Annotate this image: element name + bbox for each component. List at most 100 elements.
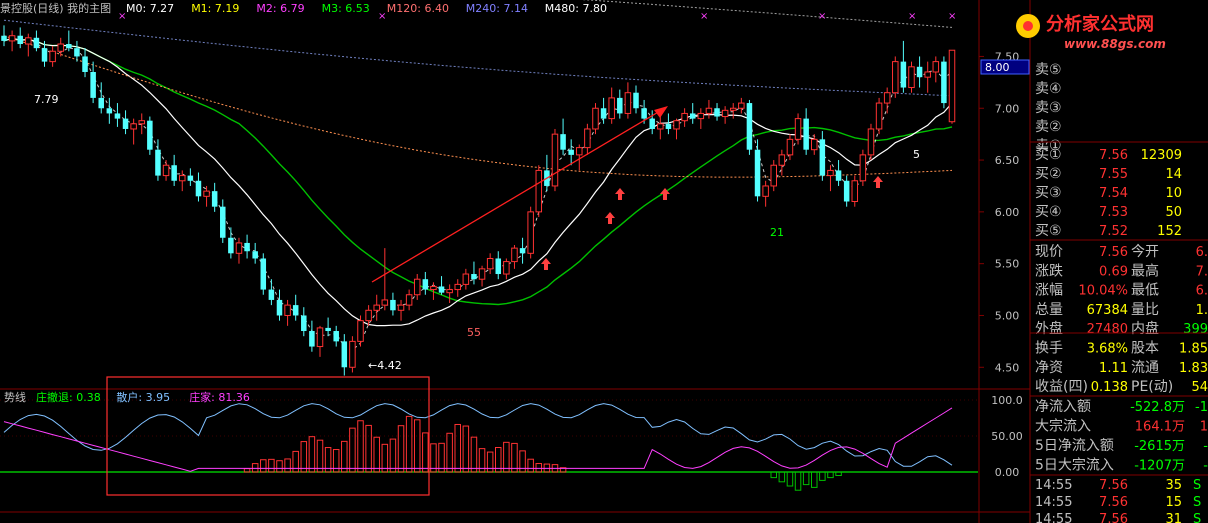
quote-label-2: 股本 (1131, 341, 1159, 357)
candle-body (381, 299, 389, 306)
ma-short-dashed (3, 37, 953, 351)
candle-body (721, 109, 729, 118)
indicator-neg-bar (811, 471, 818, 488)
candle-body (649, 118, 655, 129)
ma-legend-item: M240: 7.14 (466, 2, 528, 15)
candle-body (390, 299, 396, 311)
candle-body (49, 50, 56, 63)
candle-body (8, 35, 16, 42)
chart-title: 景控股(日线) 我的主图 (0, 1, 111, 15)
indicator-bar (349, 427, 356, 473)
sell-level-label: 卖⑤ (1035, 62, 1062, 78)
indicator-bar (405, 415, 413, 473)
candle-body (66, 44, 72, 49)
quote-label: 涨跌 (1035, 263, 1063, 279)
quote-value: 1.11 (1099, 361, 1128, 376)
indicator-bar (284, 458, 291, 473)
indicator-bar (381, 443, 389, 473)
indicator-bar (478, 448, 486, 473)
quote-value: 0.69 (1099, 264, 1128, 279)
candle-body (689, 113, 696, 119)
buy-level-price: 7.55 (1099, 167, 1128, 182)
candle-body (867, 128, 875, 156)
candle-body (503, 261, 510, 275)
buy-level-volume: 10 (1165, 186, 1182, 201)
price-tick-label: 6.50 (995, 154, 1020, 167)
candle-body (397, 304, 405, 311)
candle-body (916, 66, 923, 78)
candle-body (74, 48, 80, 57)
candle-body (560, 134, 566, 150)
indicator-neg-bar (770, 471, 777, 479)
indicator-neg-bar (835, 471, 842, 476)
candle-body (471, 274, 477, 280)
candle-body (754, 149, 761, 197)
indicator-bar (341, 440, 348, 473)
candle-body (535, 169, 543, 213)
indicator-bar (454, 423, 461, 473)
candle-body (746, 103, 753, 150)
quote-label-2: 最低 (1131, 283, 1159, 299)
indicator-bar (559, 467, 567, 473)
indicator-tick-label: 50.00 (991, 430, 1023, 443)
quote-value: 27480 (1087, 322, 1128, 337)
candle-body (195, 180, 202, 197)
candle-body (220, 206, 226, 238)
candle-body (179, 175, 186, 182)
candle-body (438, 286, 445, 293)
indicator-panel: 势线 庄撤退: 0.38 散户: 3.95 庄家: 81.36 (0, 390, 978, 491)
chart-header: 景控股(日线) 我的主图 M0: 7.27 M1: 7.19 M2: 6.79 M3: … (0, 1, 607, 15)
candle-body (478, 268, 486, 280)
candle-body (235, 242, 243, 254)
candle-body (851, 180, 859, 202)
candle-body (584, 128, 591, 149)
candle-body (462, 273, 470, 285)
quote-label: 涨幅 (1035, 283, 1063, 299)
indicator-neg-bar (802, 471, 810, 486)
buy-level-label: 买⑤ (1035, 223, 1062, 239)
candle-body (762, 185, 769, 197)
candle-body (301, 315, 307, 332)
indicator-bar (324, 447, 332, 473)
tick-price: 7.56 (1099, 478, 1128, 493)
indicator-bar (276, 460, 283, 473)
candle-body (430, 285, 437, 291)
candle-body (843, 180, 850, 202)
candle-body (82, 56, 88, 72)
indicator-bar (251, 463, 259, 473)
tick-price: 7.56 (1099, 512, 1128, 523)
candle-body (794, 118, 802, 140)
quote-value: 3.68% (1087, 342, 1128, 357)
price-tick-label: 5.50 (995, 258, 1020, 271)
candle-body (941, 61, 947, 104)
buy-level-price: 7.56 (1099, 148, 1128, 163)
candle-body (373, 304, 380, 311)
candle-body (98, 97, 104, 109)
candle-body (211, 191, 218, 207)
candle-body (276, 299, 283, 316)
candle-body (147, 120, 153, 150)
candle-body (130, 123, 137, 130)
quote-value-2: 54 (1191, 380, 1208, 395)
candle-body (122, 118, 129, 129)
candle-body (624, 92, 632, 114)
candle-body (33, 37, 40, 49)
candle-body (203, 190, 210, 197)
quote-label-2: 最高 (1131, 262, 1159, 279)
logo-url: www.88gs.com (1064, 37, 1166, 51)
candle-body (900, 61, 907, 88)
logo-title: 分析家公式网 (1046, 13, 1154, 35)
candle-body (786, 138, 794, 156)
quote-label: 换手 (1035, 340, 1063, 357)
quote-value-2: 1.85 (1179, 342, 1208, 357)
ma-legend-item: M480: 7.80 (545, 2, 607, 15)
buy-signal-icon (660, 188, 670, 200)
candle-body (551, 133, 559, 187)
candle-body (714, 108, 720, 117)
candle-body (859, 154, 867, 182)
quote-value: 7.56 (1099, 245, 1128, 260)
flow-label: 大宗流入 (1035, 419, 1091, 435)
sell-level-label: 卖④ (1035, 81, 1062, 97)
candle-body (349, 340, 356, 368)
